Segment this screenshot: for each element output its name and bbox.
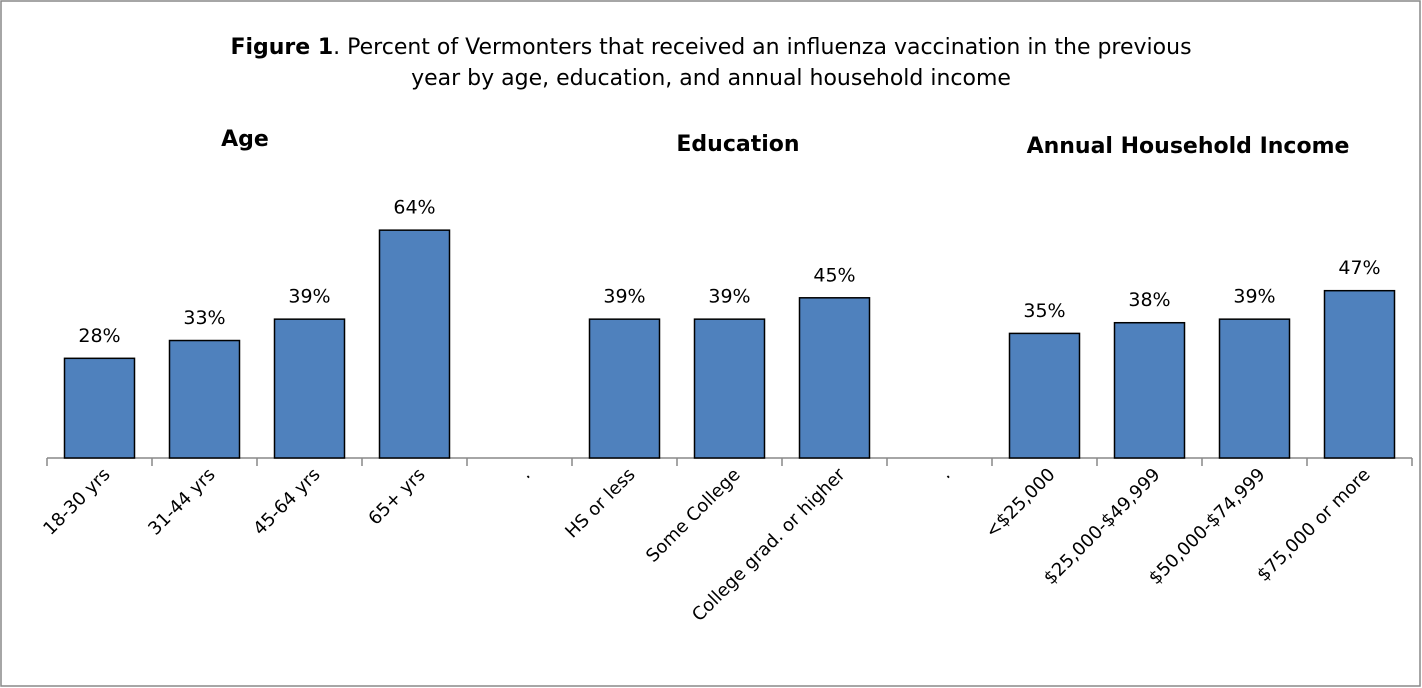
bar [798,297,871,459]
bar [1113,321,1186,459]
bar [378,229,451,459]
bar [1218,318,1291,459]
value-label: 45% [813,264,855,286]
group-label: Education [676,132,799,157]
value-label: 39% [1233,286,1275,308]
title-text: . Percent of Vermonters that received an… [333,35,1191,60]
bar [693,318,766,459]
bar [1323,289,1396,459]
group-label: Annual Household Income [1027,134,1350,159]
value-label: 35% [1023,300,1065,322]
value-label: 28% [78,325,120,347]
value-label: 39% [603,286,645,308]
value-label: 39% [708,286,750,308]
bar [273,318,346,459]
chart-title: year by age, education, and annual house… [411,66,1011,91]
bar [588,318,661,459]
bar [63,357,136,459]
value-label: 47% [1338,257,1380,279]
value-label: 33% [183,307,225,329]
value-label: 39% [288,286,330,308]
value-label: 38% [1128,289,1170,311]
bar [1008,332,1081,459]
bar [168,339,241,459]
chart-title: Figure 1. Percent of Vermonters that rec… [230,35,1191,60]
group-label: Age [221,127,269,152]
value-label: 64% [393,197,435,219]
title-label: Figure 1 [230,35,333,60]
